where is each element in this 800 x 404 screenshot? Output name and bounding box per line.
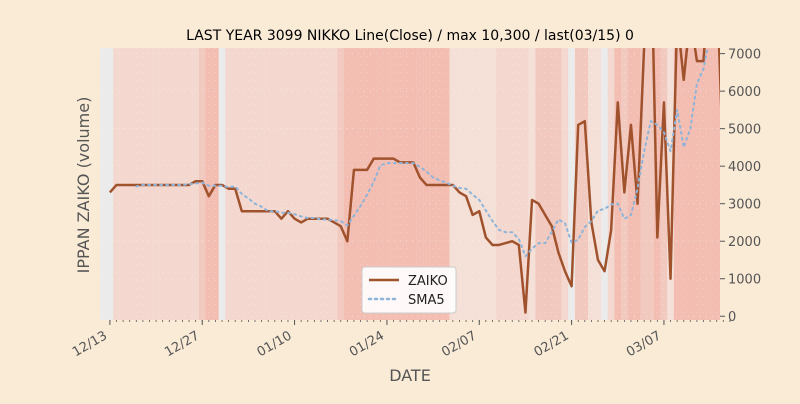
background-band [687, 48, 694, 320]
y-tick-label: 1000 [728, 273, 761, 288]
background-band [660, 48, 668, 320]
background-band [706, 48, 714, 320]
background-band [594, 48, 602, 320]
chart-title: LAST YEAR 3099 NIKKO Line(Close) / max 1… [186, 28, 634, 44]
legend-label-sma5: SMA5 [408, 293, 445, 308]
background-band [555, 48, 562, 320]
background-band [231, 48, 239, 320]
background-band [568, 48, 575, 320]
background-band [238, 48, 246, 320]
background-band [416, 48, 424, 320]
background-band [588, 48, 595, 320]
background-band [462, 48, 470, 320]
background-band [475, 48, 483, 320]
background-band [251, 48, 259, 320]
background-band [469, 48, 476, 320]
series-line-sma5 [135, 48, 709, 258]
background-band [528, 48, 536, 320]
background-band [601, 48, 608, 320]
y-axis: 0 1000 2000 3000 4000 5000 6000 7000 [720, 48, 761, 325]
series-line-zaiko [108, 48, 720, 314]
background-band [330, 48, 338, 320]
y-tick-label: 4000 [728, 160, 761, 175]
background-band [541, 48, 549, 320]
background-band [647, 48, 655, 320]
background-band [561, 48, 569, 320]
background-band [581, 48, 589, 320]
background-band [495, 48, 503, 320]
background-band [205, 48, 213, 320]
background-band [574, 48, 582, 320]
background-band [700, 48, 707, 320]
background-band [403, 48, 410, 320]
y-axis-label: IPPAN ZAIKO (volume) [74, 97, 93, 274]
background-band [317, 48, 325, 320]
background-band [640, 48, 648, 320]
background-band [627, 48, 635, 320]
background-band [673, 48, 681, 320]
legend-label-zaiko: ZAIKO [408, 274, 448, 289]
legend-box [361, 266, 457, 314]
background-band [482, 48, 490, 320]
background-band [607, 48, 615, 320]
background-band [522, 48, 529, 320]
background-band [363, 48, 371, 320]
background-band [680, 48, 688, 320]
background-band [324, 48, 331, 320]
background-band [390, 48, 397, 320]
background-band [106, 48, 114, 320]
background-band [264, 48, 272, 320]
background-band [502, 48, 509, 320]
background-band [225, 48, 232, 320]
background-band [508, 48, 516, 320]
background-band [258, 48, 265, 320]
background-band [350, 48, 358, 320]
background-band [456, 48, 463, 320]
background-band [515, 48, 523, 320]
background-band [383, 48, 391, 320]
background-band [489, 48, 496, 320]
background-band [278, 48, 285, 320]
background-band [344, 48, 351, 320]
y-tick-label: 7000 [728, 48, 761, 63]
background-band [337, 48, 345, 320]
y-tick-label: 2000 [728, 235, 761, 250]
background-band [291, 48, 298, 320]
background-band [271, 48, 279, 320]
background-band [410, 48, 417, 320]
background-band [693, 48, 701, 320]
background-band [535, 48, 542, 320]
background-band [377, 48, 384, 320]
legend: ZAIKO SMA5 [361, 266, 457, 314]
y-tick-label: 3000 [728, 198, 761, 213]
background-band [396, 48, 404, 320]
background-band [548, 48, 556, 320]
y-tick-label: 6000 [728, 85, 761, 100]
background-band [667, 48, 674, 320]
series-group [108, 48, 720, 314]
x-axis-label: DATE [389, 366, 431, 385]
background-band [311, 48, 318, 320]
background-band [357, 48, 364, 320]
background-band [713, 48, 720, 320]
background-band [614, 48, 622, 320]
y-tick-label: 5000 [728, 123, 761, 138]
background-band [297, 48, 305, 320]
background-band [304, 48, 312, 320]
background-band [284, 48, 292, 320]
y-tick-label: 0 [728, 310, 736, 325]
background-band [245, 48, 252, 320]
background-band [370, 48, 378, 320]
